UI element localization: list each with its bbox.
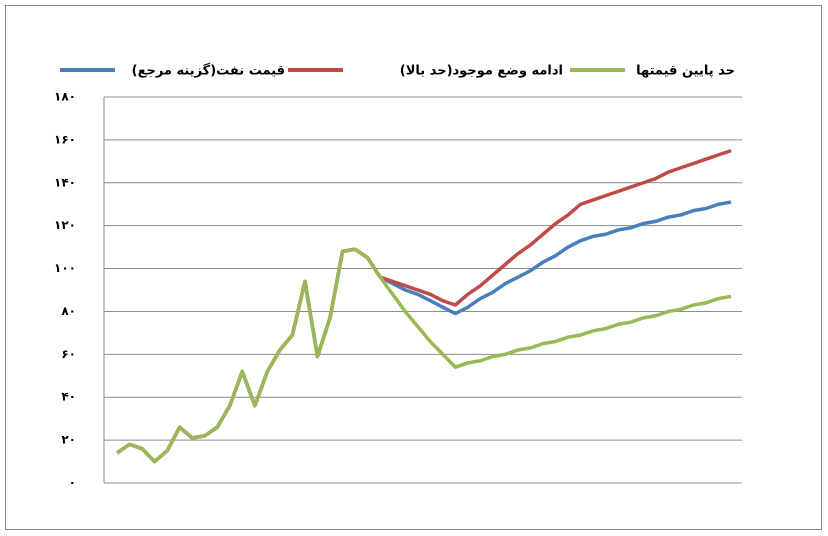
y-tick-label: ۸۰ [61, 304, 76, 318]
y-tick-label: ۲۰ [61, 433, 76, 447]
y-tick-label: ۱۴۰ [54, 175, 76, 189]
legend-label: ادامه وضع موجود(حد بالا) [400, 64, 563, 79]
legend-label: قیمت نفت(گزینه مرجع) [132, 63, 285, 79]
y-tick-label: ۰ [69, 476, 76, 490]
y-tick-label: ۶۰ [61, 347, 76, 361]
chart-border [5, 5, 822, 530]
y-tick-label: ۱۸۰ [54, 90, 76, 104]
y-tick-label: ۱۶۰ [54, 132, 76, 146]
y-tick-label: ۴۰ [61, 390, 76, 404]
legend: قیمت نفت(گزینه مرجع) ادامه وضع موجود(حد ب… [60, 63, 735, 79]
y-tick-label: ۱۲۰ [54, 218, 76, 232]
series-line [116, 247, 732, 464]
y-tick-label: ۱۰۰ [54, 261, 76, 275]
legend-label: حد پایین قیمتها [636, 64, 735, 79]
